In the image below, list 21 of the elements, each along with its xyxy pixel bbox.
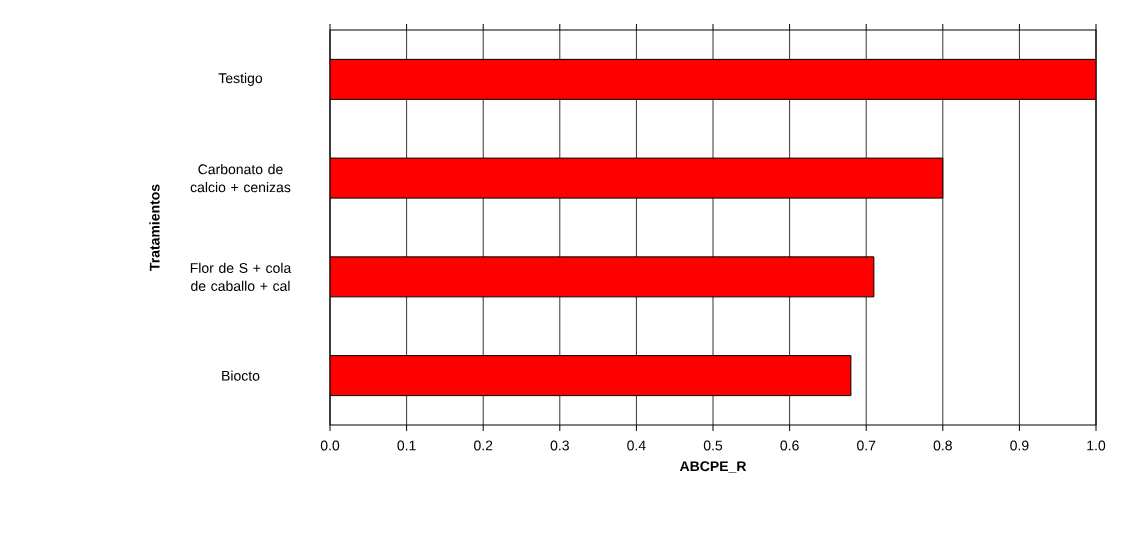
bar bbox=[330, 355, 852, 397]
x-tick-label: 0.2 bbox=[474, 440, 493, 451]
x-tick-label: 0.3 bbox=[550, 440, 569, 451]
x-tick-label: 0.7 bbox=[857, 440, 876, 451]
x-axis-title: ABCPE_R bbox=[679, 461, 747, 473]
x-tick-label: 0.1 bbox=[397, 440, 416, 451]
x-tick-label: 0.4 bbox=[627, 440, 646, 451]
x-tick-label: 0.8 bbox=[933, 440, 952, 451]
x-tick-label: 1.0 bbox=[1087, 440, 1106, 451]
x-tick-label: 0.0 bbox=[320, 440, 340, 451]
y-tick-label: Biocto bbox=[222, 370, 260, 381]
y-tick-label: Carbonato de calcio + cenizas bbox=[190, 163, 291, 193]
x-tick-label: 0.5 bbox=[703, 440, 723, 451]
x-tick-label: 0.9 bbox=[1010, 440, 1029, 451]
bar bbox=[330, 58, 1097, 100]
bar bbox=[330, 256, 875, 298]
y-tick-label: Flor de S + cola de caballo + cal bbox=[190, 262, 292, 292]
x-tick-label: 0.6 bbox=[780, 440, 799, 451]
y-tick-label: Testigo bbox=[218, 72, 263, 86]
bar bbox=[330, 157, 944, 199]
y-axis-title: Tratamientos bbox=[149, 184, 160, 271]
